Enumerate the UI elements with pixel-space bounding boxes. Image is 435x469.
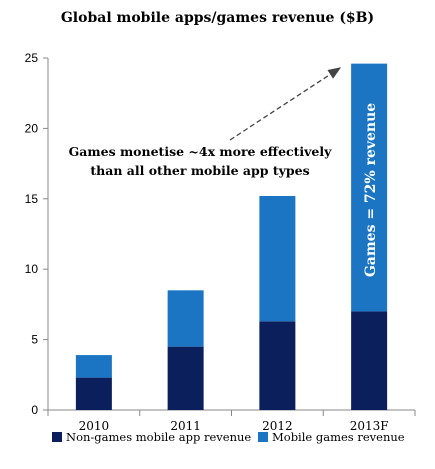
y-tick-label: 0 [31, 403, 38, 417]
legend-label: Mobile games revenue [272, 430, 405, 444]
bar-non-games-2013F [351, 311, 388, 410]
bar-games-2012 [259, 195, 296, 322]
axes: 0 5 10 15 20 25 [25, 51, 416, 417]
bar-games-2011 [167, 290, 204, 347]
legend-swatch [52, 432, 62, 442]
annotation-line2: than all other mobile app types [90, 163, 309, 178]
annotation-arrow [229, 67, 342, 141]
bar-non-games-2011 [167, 346, 204, 410]
y-tick-label: 25 [25, 51, 39, 65]
y-tick-label: 15 [25, 192, 39, 206]
bars [75, 63, 388, 410]
legend: Non-games mobile app revenue Mobile games… [52, 430, 405, 444]
annotation-line1: Games monetise ~4x more effectively [69, 144, 333, 159]
x-tick-label: 2012 [262, 419, 293, 433]
x-tick-label: 2010 [79, 419, 110, 433]
chart-title: Global mobile apps/games revenue ($B) [60, 10, 375, 26]
x-tick-label: 2013F [350, 419, 389, 433]
annotations: Games monetise ~4x more effectively than… [69, 67, 379, 277]
legend-label: Non-games mobile app revenue [66, 430, 251, 444]
bar-games-2013F [351, 63, 388, 312]
y-tick-label: 10 [25, 262, 39, 276]
games-share-label: Games = 72% revenue [363, 103, 379, 277]
legend-swatch [258, 432, 268, 442]
y-tick-label: 5 [31, 333, 38, 347]
y-tick-label: 20 [25, 121, 39, 135]
bar-games-2010 [75, 355, 112, 378]
x-tick-label: 2011 [170, 419, 201, 433]
labels: 2010 2011 2012 2013F [79, 419, 389, 433]
bar-non-games-2012 [259, 321, 296, 410]
bar-non-games-2010 [75, 377, 112, 410]
